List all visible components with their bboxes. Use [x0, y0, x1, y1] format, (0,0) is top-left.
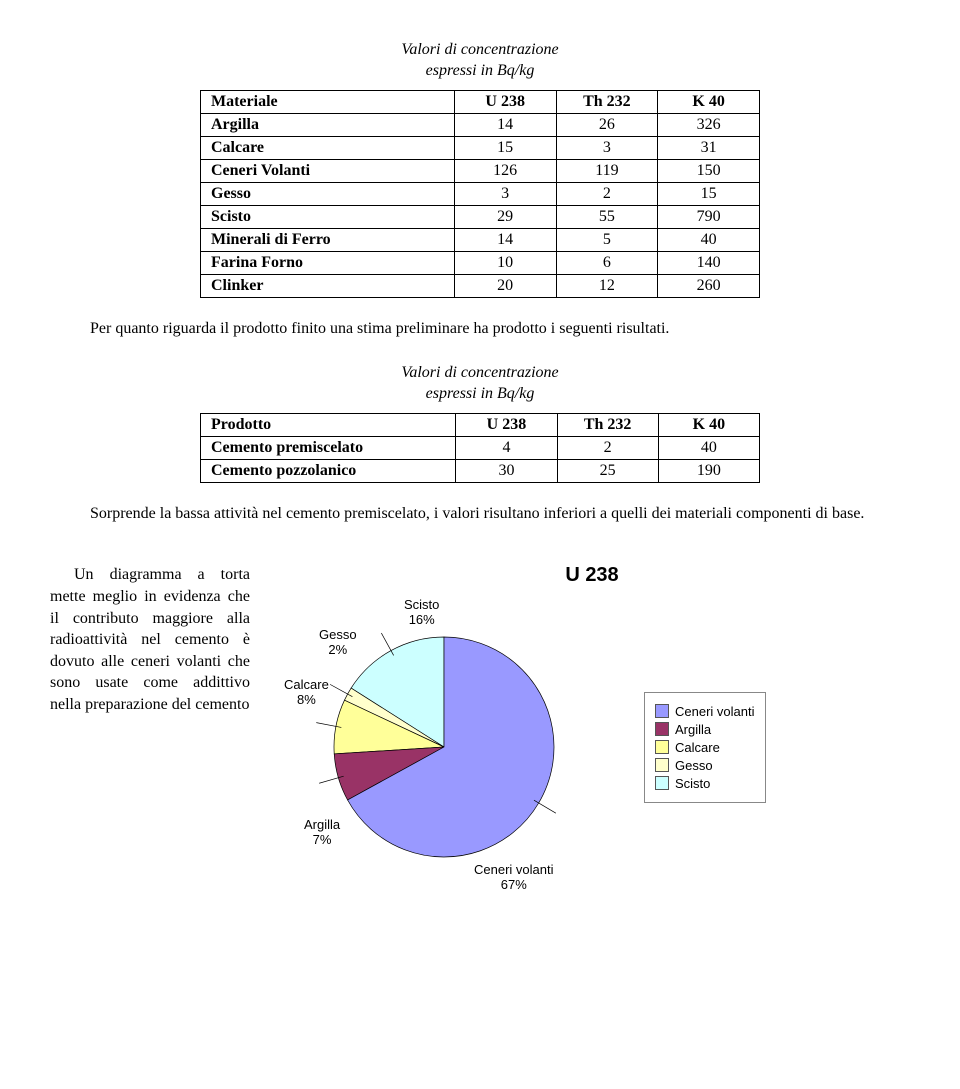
table1-caption: Valori di concentrazione espressi in Bq/…	[330, 40, 630, 82]
pie-slice-label: Argilla7%	[304, 817, 340, 847]
pie-container: Scisto16% Gesso2% Calcare8% Argilla7% Ceneri…	[274, 597, 614, 897]
table-cell: 150	[658, 159, 760, 182]
table-row: Argilla1426326	[201, 113, 760, 136]
table-cell: 126	[454, 159, 556, 182]
table-cell: 26	[556, 113, 658, 136]
table-cell: Gesso	[201, 182, 455, 205]
table-cell: 326	[658, 113, 760, 136]
legend-swatch	[655, 758, 669, 772]
caption2-line1: Valori di concentrazione	[401, 364, 558, 381]
pie-slice-label: Ceneri volanti67%	[474, 862, 554, 892]
legend-swatch	[655, 740, 669, 754]
table-cell: 29	[454, 205, 556, 228]
caption2-line2: espressi in Bq/kg	[426, 385, 535, 402]
table-header: K 40	[658, 90, 760, 113]
table-cell: 190	[658, 459, 759, 482]
table-cell: 140	[658, 251, 760, 274]
table-row: Gesso3215	[201, 182, 760, 205]
materials-table: MaterialeU 238Th 232K 40Argilla1426326Ca…	[200, 90, 760, 298]
table-cell: 15	[454, 136, 556, 159]
legend-label: Calcare	[675, 740, 720, 755]
table-row: Calcare15331	[201, 136, 760, 159]
table-cell: 15	[658, 182, 760, 205]
legend-item: Gesso	[655, 758, 755, 773]
table-cell: Farina Forno	[201, 251, 455, 274]
table-row: Farina Forno106140	[201, 251, 760, 274]
table-row: Minerali di Ferro14540	[201, 228, 760, 251]
side-paragraph: Un diagramma a torta mette meglio in evi…	[50, 564, 250, 715]
table-cell: 12	[556, 274, 658, 297]
table-cell: 40	[658, 436, 759, 459]
table-cell: 119	[556, 159, 658, 182]
table-cell: 10	[454, 251, 556, 274]
table-cell: 3	[556, 136, 658, 159]
legend-label: Scisto	[675, 776, 710, 791]
table-cell: 260	[658, 274, 760, 297]
table-header: Prodotto	[201, 413, 456, 436]
table-header: U 238	[456, 413, 557, 436]
chart-legend: Ceneri volanti Argilla Calcare Gesso Scisto	[644, 692, 766, 803]
products-table: ProdottoU 238Th 232K 40Cemento premiscel…	[200, 413, 760, 483]
legend-label: Gesso	[675, 758, 713, 773]
table-cell: 2	[556, 182, 658, 205]
table-header: K 40	[658, 413, 759, 436]
table-cell: 790	[658, 205, 760, 228]
table-cell: Scisto	[201, 205, 455, 228]
table-header: U 238	[454, 90, 556, 113]
table-cell: 14	[454, 228, 556, 251]
paragraph-2: Sorprende la bassa attività nel cemento …	[50, 503, 910, 525]
table-row: Cemento premiscelato4240	[201, 436, 760, 459]
caption1-line2: espressi in Bq/kg	[426, 62, 535, 79]
table2-caption: Valori di concentrazione espressi in Bq/…	[330, 363, 630, 405]
table-cell: 5	[556, 228, 658, 251]
chart-section: Un diagramma a torta mette meglio in evi…	[50, 564, 910, 897]
pie-chart-area: U 238 Scisto16% Gesso2% Calcare8% Argilla7%…	[274, 564, 910, 897]
table-cell: 30	[456, 459, 557, 482]
pie-slice-label: Gesso2%	[319, 627, 357, 657]
table-cell: Clinker	[201, 274, 455, 297]
table-header: Th 232	[556, 90, 658, 113]
table-cell: Ceneri Volanti	[201, 159, 455, 182]
table-cell: Calcare	[201, 136, 455, 159]
table-cell: 3	[454, 182, 556, 205]
table-cell: Cemento premiscelato	[201, 436, 456, 459]
legend-item: Scisto	[655, 776, 755, 791]
pie-slice-label: Scisto16%	[404, 597, 439, 627]
legend-swatch	[655, 722, 669, 736]
legend-swatch	[655, 704, 669, 718]
legend-label: Argilla	[675, 722, 711, 737]
table-cell: 4	[456, 436, 557, 459]
table-cell: Minerali di Ferro	[201, 228, 455, 251]
table-row: Cemento pozzolanico3025190	[201, 459, 760, 482]
table-row: Clinker2012260	[201, 274, 760, 297]
pie-slice-label: Calcare8%	[284, 677, 329, 707]
table-cell: 31	[658, 136, 760, 159]
table-cell: 55	[556, 205, 658, 228]
table-cell: Cemento pozzolanico	[201, 459, 456, 482]
caption1-line1: Valori di concentrazione	[401, 41, 558, 58]
table-cell: 25	[557, 459, 658, 482]
table-cell: 14	[454, 113, 556, 136]
table-row: Scisto2955790	[201, 205, 760, 228]
table-row: Ceneri Volanti126119150	[201, 159, 760, 182]
table-cell: Argilla	[201, 113, 455, 136]
table-cell: 2	[557, 436, 658, 459]
legend-label: Ceneri volanti	[675, 704, 755, 719]
paragraph-1: Per quanto riguarda il prodotto finito u…	[50, 318, 910, 340]
table-cell: 6	[556, 251, 658, 274]
table-cell: 40	[658, 228, 760, 251]
table-header: Th 232	[557, 413, 658, 436]
legend-swatch	[655, 776, 669, 790]
legend-item: Calcare	[655, 740, 755, 755]
legend-item: Ceneri volanti	[655, 704, 755, 719]
table-cell: 20	[454, 274, 556, 297]
table-header: Materiale	[201, 90, 455, 113]
chart-title: U 238	[274, 564, 910, 587]
legend-item: Argilla	[655, 722, 755, 737]
